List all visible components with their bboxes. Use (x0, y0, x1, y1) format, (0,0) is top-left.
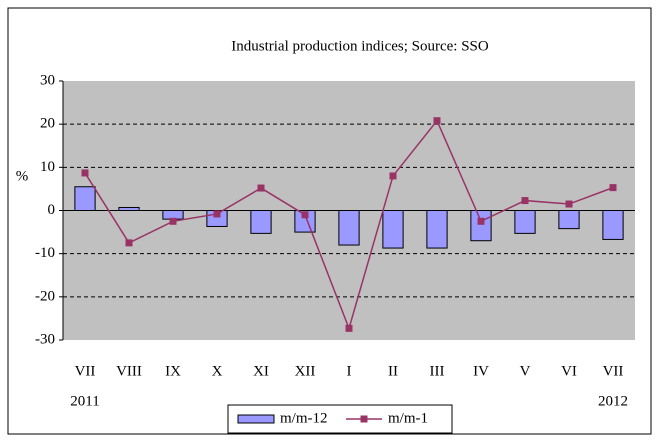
x-tick-label: IV (473, 363, 489, 379)
marker (257, 184, 265, 192)
legend-marker (360, 415, 368, 423)
year-label: 2012 (598, 393, 628, 409)
bar (74, 186, 96, 211)
x-tick-label: V (520, 363, 531, 379)
marker (389, 172, 397, 180)
y-tick-label: 0 (48, 202, 56, 218)
bar (382, 210, 404, 249)
y-tick-label: -10 (35, 245, 55, 261)
marker (345, 324, 353, 332)
marker (433, 117, 441, 125)
bar (338, 210, 360, 246)
y-axis-label: % (16, 168, 29, 184)
marker (477, 217, 485, 225)
legend-swatch (237, 414, 275, 424)
y-tick-label: -30 (35, 331, 55, 347)
y-tick-label: 30 (40, 72, 55, 88)
x-tick-label: VII (75, 363, 96, 379)
x-tick-label: VI (561, 363, 577, 379)
x-tick-label: II (388, 363, 398, 379)
bar (250, 210, 272, 234)
chart-title: Industrial production indices; Source: S… (231, 38, 489, 54)
bar (426, 210, 448, 249)
marker (301, 211, 309, 219)
marker (521, 197, 529, 205)
bar (470, 210, 492, 242)
x-tick-label: IX (165, 363, 181, 379)
marker (169, 217, 177, 225)
x-tick-label: XI (253, 363, 269, 379)
marker (81, 169, 89, 177)
y-tick-label: 20 (40, 116, 55, 132)
marker (565, 200, 573, 208)
marker (213, 210, 221, 218)
bar (602, 210, 624, 240)
marker (609, 184, 617, 192)
marker (125, 239, 133, 247)
x-tick-label: VIII (116, 363, 142, 379)
x-tick-label: VII (603, 363, 624, 379)
x-tick-label: X (212, 363, 223, 379)
legend-label: m/m-12 (280, 410, 328, 426)
y-tick-label: 10 (40, 159, 55, 175)
bar (558, 210, 580, 230)
y-tick-label: -20 (35, 288, 55, 304)
x-tick-label: III (430, 363, 445, 379)
x-tick-label: I (347, 363, 352, 379)
year-label: 2011 (70, 393, 99, 409)
legend-label: m/m-1 (388, 410, 428, 426)
bar (514, 210, 536, 234)
x-tick-label: XII (295, 363, 316, 379)
